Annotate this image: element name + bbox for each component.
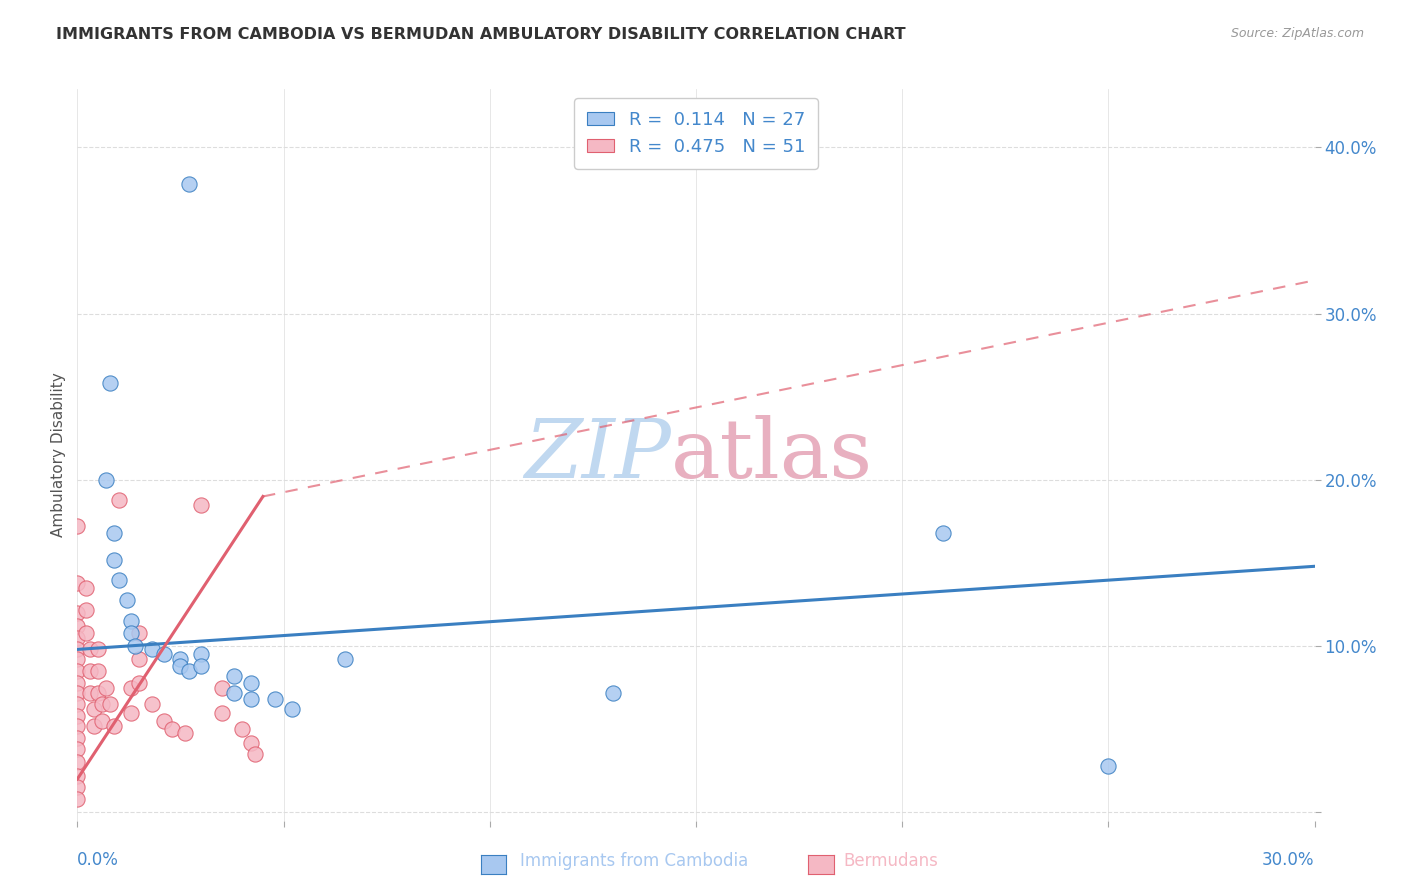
Point (66, 731, 89, 745)
Point (98, 376, 121, 391)
Point (103, 552, 125, 566)
Text: Bermudans: Bermudans (844, 852, 938, 870)
Point (66, 792, 89, 806)
Point (153, 714, 176, 728)
Point (66, 780, 89, 795)
Point (211, 681, 233, 695)
Point (66, 719, 89, 733)
Point (239, 675, 262, 690)
Point (120, 706, 142, 720)
Point (107, 573, 129, 587)
Point (66, 698, 89, 712)
Point (239, 692, 262, 706)
Point (115, 592, 138, 607)
Point (231, 723, 253, 737)
Text: 30.0%: 30.0% (1263, 851, 1315, 869)
Text: Source: ZipAtlas.com: Source: ZipAtlas.com (1230, 27, 1364, 40)
Point (79, 664, 101, 678)
Point (66, 642, 89, 657)
Point (96, 681, 118, 695)
Point (103, 719, 125, 733)
Point (87, 685, 110, 699)
Text: atlas: atlas (671, 415, 873, 495)
Point (177, 664, 200, 678)
Point (83, 719, 105, 733)
Point (239, 735, 262, 749)
Point (79, 685, 101, 699)
Point (1097, 758, 1119, 772)
Point (124, 639, 146, 653)
Text: Immigrants from Cambodia: Immigrants from Cambodia (520, 852, 748, 870)
Point (177, 177, 200, 191)
Point (75, 602, 97, 616)
Point (120, 625, 142, 640)
Point (211, 706, 233, 720)
Point (91, 714, 114, 728)
Point (128, 625, 150, 640)
Point (222, 669, 245, 683)
Point (96, 473, 118, 487)
Point (153, 648, 176, 662)
Point (98, 698, 121, 712)
Point (190, 648, 212, 662)
Text: IMMIGRANTS FROM CAMBODIA VS BERMUDAN AMBULATORY DISABILITY CORRELATION CHART: IMMIGRANTS FROM CAMBODIA VS BERMUDAN AMB… (56, 27, 905, 42)
Point (107, 492, 129, 507)
Point (243, 747, 266, 761)
Point (87, 642, 110, 657)
Point (66, 619, 89, 633)
Point (602, 685, 624, 699)
Point (335, 652, 357, 666)
Point (66, 742, 89, 756)
Point (66, 675, 89, 690)
Point (79, 642, 101, 657)
Point (128, 652, 150, 666)
Point (190, 659, 212, 673)
Point (120, 681, 142, 695)
Point (66, 664, 89, 678)
Point (66, 652, 89, 666)
Legend: R =  0.114   N = 27, R =  0.475   N = 51: R = 0.114 N = 27, R = 0.475 N = 51 (575, 98, 817, 169)
Y-axis label: Ambulatory Disability: Ambulatory Disability (51, 373, 66, 537)
Point (83, 702, 105, 716)
Point (66, 606, 89, 620)
Point (141, 698, 163, 712)
Point (103, 526, 125, 541)
Point (66, 756, 89, 770)
Point (66, 769, 89, 783)
Point (66, 709, 89, 723)
Point (141, 642, 163, 657)
Point (160, 723, 183, 737)
Point (66, 685, 89, 699)
Text: ZIP: ZIP (524, 415, 671, 495)
Point (87, 664, 110, 678)
Point (173, 725, 195, 739)
Point (932, 526, 955, 541)
Point (66, 631, 89, 645)
Point (222, 685, 245, 699)
Point (128, 675, 150, 690)
Point (91, 698, 114, 712)
Point (169, 659, 191, 673)
Point (169, 652, 191, 666)
Point (66, 576, 89, 591)
Point (75, 581, 97, 595)
Point (66, 519, 89, 533)
Point (190, 498, 212, 512)
Point (264, 692, 287, 706)
Text: 0.0%: 0.0% (77, 851, 120, 869)
Point (120, 614, 142, 628)
Point (281, 702, 304, 716)
Point (75, 625, 97, 640)
